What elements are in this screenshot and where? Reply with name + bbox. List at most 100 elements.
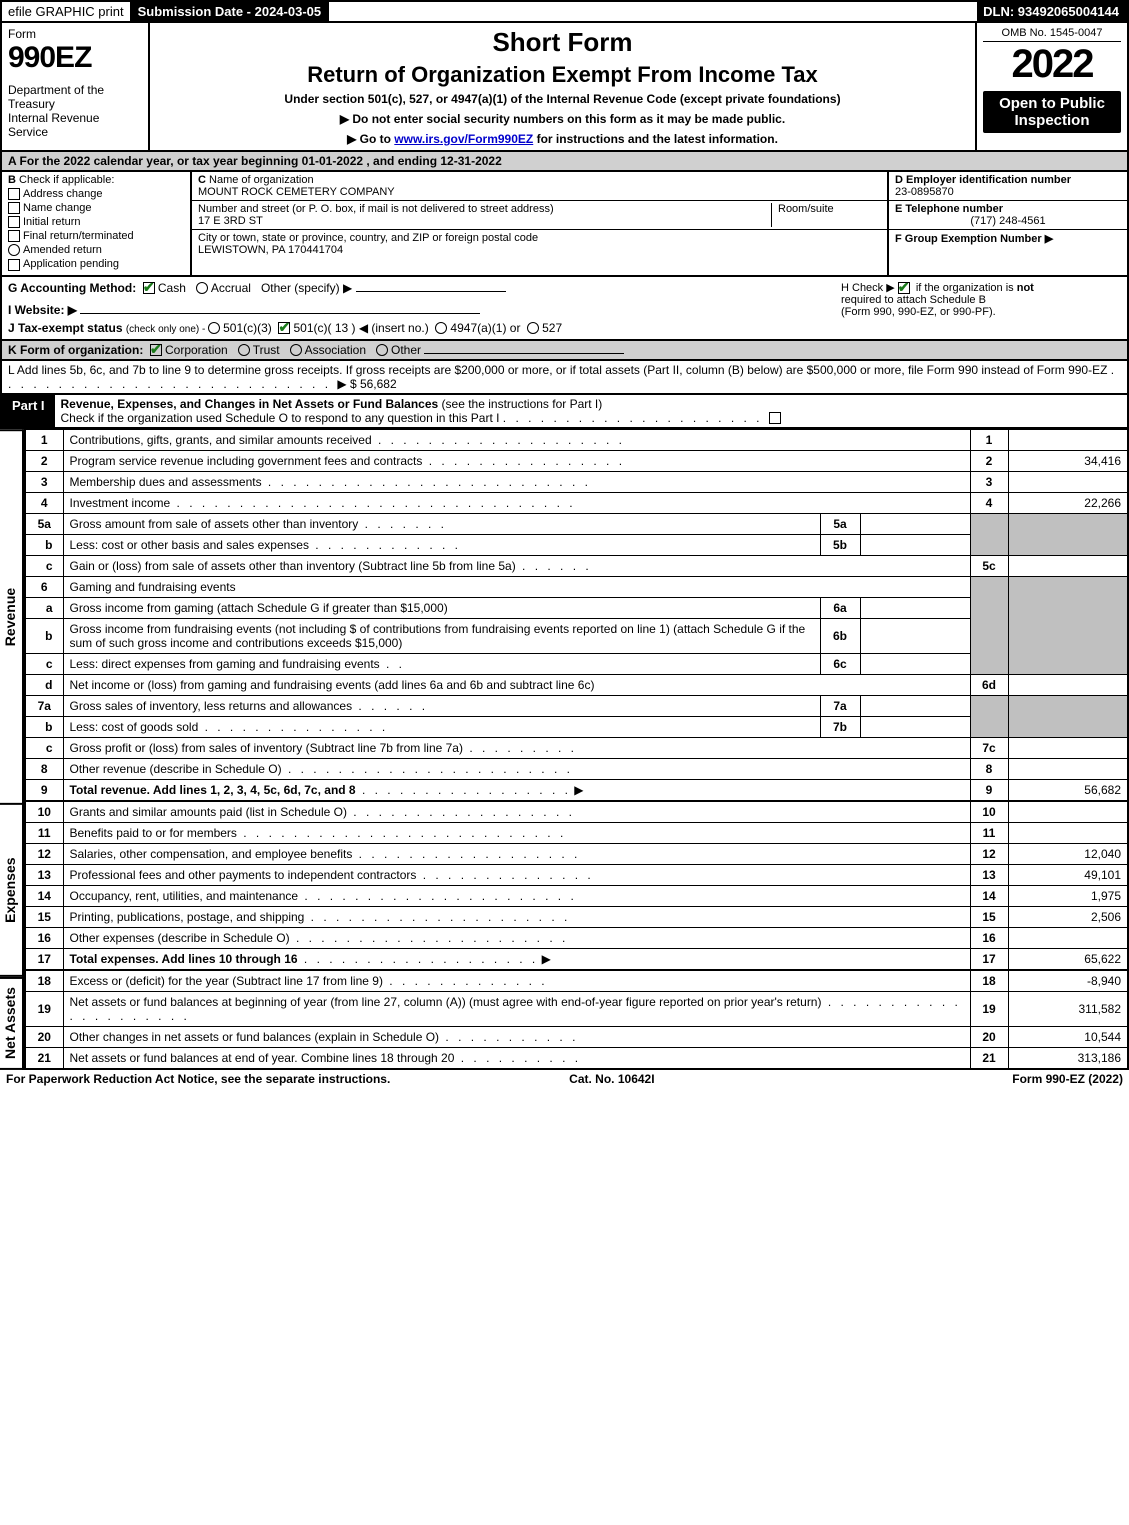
- j1-label: 501(c)(3): [223, 321, 272, 335]
- form-header: Form 990EZ Department of the Treasury In…: [0, 23, 1129, 152]
- g-label: G Accounting Method:: [8, 281, 136, 295]
- top-bar: efile GRAPHIC print Submission Date - 20…: [0, 0, 1129, 23]
- group-exemption-label: F Group Exemption Number ▶: [895, 233, 1053, 245]
- checkbox-icon: [8, 188, 20, 200]
- irs-link[interactable]: www.irs.gov/Form990EZ: [394, 132, 533, 146]
- j3-label: 4947(a)(1) or: [450, 321, 520, 335]
- chk-4947-icon[interactable]: [435, 322, 447, 334]
- short-form-title: Short Form: [156, 27, 969, 58]
- checkbox-h-icon[interactable]: [898, 282, 910, 294]
- cash-label: Cash: [158, 281, 186, 295]
- l-text: L Add lines 5b, 6c, and 7b to line 9 to …: [8, 363, 1107, 377]
- chk-501c-icon[interactable]: [278, 322, 290, 334]
- footer-right: Form 990-EZ (2022): [1012, 1072, 1123, 1086]
- line-4: 4Investment income . . . . . . . . . . .…: [25, 492, 1128, 513]
- chk-501c3-icon[interactable]: [208, 322, 220, 334]
- j4-label: 527: [542, 321, 562, 335]
- k-other: Other: [391, 343, 421, 357]
- line-5a: 5aGross amount from sale of assets other…: [25, 513, 1128, 534]
- part1-title: Revenue, Expenses, and Changes in Net As…: [55, 395, 1127, 427]
- section-c: C Name of organization MOUNT ROCK CEMETE…: [192, 172, 887, 275]
- line-18: 18Excess or (deficit) for the year (Subt…: [25, 970, 1128, 992]
- b-label: B: [8, 174, 16, 186]
- phone-value: (717) 248-4561: [895, 215, 1121, 227]
- note2-pre: ▶ Go to: [347, 132, 394, 146]
- part1-title-note: (see the instructions for Part I): [442, 397, 603, 411]
- efile-label[interactable]: efile GRAPHIC print: [2, 2, 132, 21]
- lines-table: 1Contributions, gifts, grants, and simil…: [24, 429, 1129, 1070]
- section-d: D Employer identification number 23-0895…: [887, 172, 1127, 275]
- accrual-label: Accrual: [211, 281, 251, 295]
- footer-left: For Paperwork Reduction Act Notice, see …: [6, 1072, 390, 1086]
- line-7b: bLess: cost of goods sold . . . . . . . …: [25, 716, 1128, 737]
- revenue-side-label: Revenue: [0, 429, 24, 803]
- website-input[interactable]: [80, 313, 480, 314]
- room-label: Room/suite: [778, 203, 834, 215]
- h-text1: H Check ▶: [841, 282, 895, 294]
- chk-address-change[interactable]: Address change: [8, 188, 184, 200]
- section-h: H Check ▶ if the organization is not req…: [841, 281, 1121, 318]
- checkbox-icon: [8, 259, 20, 271]
- j-note: (check only one) -: [126, 324, 208, 335]
- chk-527-icon[interactable]: [527, 322, 539, 334]
- header-mid: Short Form Return of Organization Exempt…: [150, 23, 977, 150]
- other-label: Other (specify) ▶: [261, 281, 352, 295]
- line-6: 6Gaming and fundraising events: [25, 576, 1128, 597]
- line-3: 3Membership dues and assessments . . . .…: [25, 471, 1128, 492]
- line-13: 13Professional fees and other payments t…: [25, 864, 1128, 885]
- website-label: I Website: ▶: [8, 303, 77, 317]
- irs-label: Internal Revenue Service: [8, 111, 142, 139]
- line-9: 9Total revenue. Add lines 1, 2, 3, 4, 5c…: [25, 779, 1128, 801]
- checkbox-icon: [8, 216, 20, 228]
- k-trust: Trust: [253, 343, 280, 357]
- chk-other-icon[interactable]: [376, 344, 388, 356]
- part1-title-text: Revenue, Expenses, and Changes in Net As…: [61, 397, 439, 411]
- line-7c: cGross profit or (loss) from sales of in…: [25, 737, 1128, 758]
- h-text2: if the organization is: [916, 282, 1014, 294]
- section-k: K Form of organization: Corporation Trus…: [0, 341, 1129, 361]
- section-l: L Add lines 5b, 6c, and 7b to line 9 to …: [0, 361, 1129, 395]
- note-link: ▶ Go to www.irs.gov/Form990EZ for instru…: [156, 132, 969, 146]
- line-6d: dNet income or (loss) from gaming and fu…: [25, 674, 1128, 695]
- phone-label: E Telephone number: [895, 203, 1003, 215]
- main-table: Revenue Expenses Net Assets 1Contributio…: [0, 429, 1129, 1070]
- part1-check-icon[interactable]: [769, 412, 781, 424]
- line-6b: bGross income from fundraising events (n…: [25, 618, 1128, 653]
- chk-amended[interactable]: Amended return: [8, 244, 184, 256]
- chk-pending[interactable]: Application pending: [8, 258, 184, 270]
- h-text4: required to attach Schedule B: [841, 294, 986, 306]
- line-5b: bLess: cost or other basis and sales exp…: [25, 534, 1128, 555]
- chk-name-change[interactable]: Name change: [8, 202, 184, 214]
- chk-final-return[interactable]: Final return/terminated: [8, 230, 184, 242]
- part1-header-row: Part I Revenue, Expenses, and Changes in…: [0, 395, 1129, 429]
- addr-label: Number and street (or P. O. box, if mail…: [198, 203, 554, 215]
- line-21: 21Net assets or fund balances at end of …: [25, 1047, 1128, 1069]
- line-5c: cGain or (loss) from sale of assets othe…: [25, 555, 1128, 576]
- expenses-side-label: Expenses: [0, 803, 24, 977]
- line-10: 10Grants and similar amounts paid (list …: [25, 801, 1128, 823]
- dln: DLN: 93492065004144: [977, 2, 1127, 21]
- radio-icon: [8, 244, 20, 256]
- line-2: 2Program service revenue including gover…: [25, 450, 1128, 471]
- line-6c: cLess: direct expenses from gaming and f…: [25, 653, 1128, 674]
- section-bcd: B Check if applicable: Address change Na…: [0, 172, 1129, 277]
- chk-corp-icon[interactable]: [150, 344, 162, 356]
- section-ghij: H Check ▶ if the organization is not req…: [0, 277, 1129, 341]
- header-left: Form 990EZ Department of the Treasury In…: [2, 23, 150, 150]
- other-specify-input[interactable]: [356, 291, 506, 292]
- chk-initial-return[interactable]: Initial return: [8, 216, 184, 228]
- c-label: C: [198, 174, 206, 186]
- note-ssn: ▶ Do not enter social security numbers o…: [156, 112, 969, 126]
- j-label: J Tax-exempt status: [8, 321, 123, 335]
- net-side-label: Net Assets: [0, 977, 24, 1070]
- chk-accrual-icon[interactable]: [196, 282, 208, 294]
- ein-value: 23-0895870: [895, 186, 954, 198]
- chk-cash-icon[interactable]: [143, 282, 155, 294]
- line-20: 20Other changes in net assets or fund ba…: [25, 1026, 1128, 1047]
- chk-assoc-icon[interactable]: [290, 344, 302, 356]
- chk-trust-icon[interactable]: [238, 344, 250, 356]
- k-other-input[interactable]: [424, 353, 624, 354]
- k-corp: Corporation: [165, 343, 228, 357]
- tax-year: 2022: [983, 42, 1121, 87]
- h-text5: (Form 990, 990-EZ, or 990-PF).: [841, 306, 996, 318]
